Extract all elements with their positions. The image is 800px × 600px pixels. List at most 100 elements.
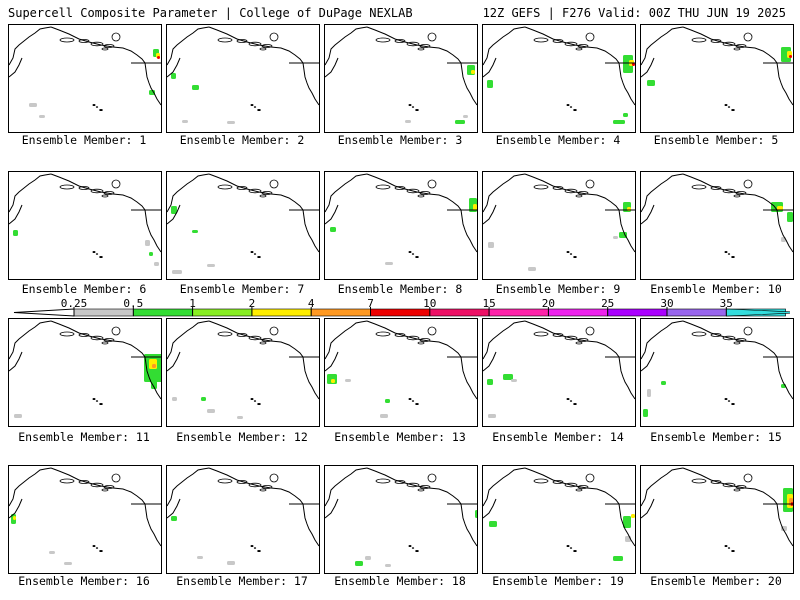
island bbox=[103, 338, 115, 342]
island bbox=[90, 41, 104, 47]
coastline bbox=[208, 320, 319, 400]
coastline bbox=[524, 467, 635, 547]
map-panel bbox=[166, 465, 320, 574]
ensemble-member-label: Ensemble Member: 11 bbox=[18, 430, 150, 444]
scp-contour bbox=[385, 262, 393, 265]
island bbox=[99, 256, 103, 258]
legend-swatch bbox=[370, 308, 431, 317]
coastline bbox=[483, 467, 526, 507]
island bbox=[710, 333, 722, 337]
coastline bbox=[167, 467, 210, 507]
scp-contour bbox=[473, 204, 477, 210]
island bbox=[257, 550, 261, 552]
island bbox=[375, 184, 391, 190]
island bbox=[419, 338, 431, 342]
island bbox=[691, 37, 707, 43]
map-image bbox=[167, 26, 319, 124]
map-title: Supercell Composite Parameter | College … bbox=[8, 6, 413, 20]
map-image bbox=[9, 467, 161, 565]
coastline bbox=[208, 173, 319, 253]
ensemble-member-label: Ensemble Member: 5 bbox=[653, 133, 779, 147]
island bbox=[111, 473, 121, 483]
legend-swatch bbox=[73, 308, 134, 317]
coastline bbox=[9, 498, 23, 519]
island bbox=[236, 186, 248, 190]
coastline bbox=[641, 26, 684, 66]
island bbox=[406, 41, 420, 47]
island bbox=[564, 335, 578, 341]
scp-contour bbox=[623, 55, 633, 73]
scp-contour bbox=[171, 516, 177, 521]
island bbox=[78, 186, 90, 190]
scp-contour bbox=[227, 121, 235, 124]
island bbox=[248, 335, 262, 341]
island bbox=[722, 188, 736, 194]
island bbox=[533, 331, 549, 337]
scp-contour bbox=[613, 556, 623, 561]
coastline bbox=[50, 173, 161, 253]
map-image bbox=[167, 467, 319, 565]
island bbox=[731, 109, 735, 111]
scp-contour bbox=[157, 56, 160, 59]
legend-tick-label: 25 bbox=[601, 298, 614, 310]
legend-tick-label: 4 bbox=[308, 298, 315, 310]
island bbox=[415, 109, 419, 111]
ensemble-member-label: Ensemble Member: 8 bbox=[337, 282, 463, 296]
coastline bbox=[366, 467, 477, 547]
coastline bbox=[325, 57, 339, 78]
island bbox=[394, 186, 406, 190]
coastline bbox=[9, 57, 23, 78]
ensemble-member-label: Ensemble Member: 4 bbox=[495, 133, 621, 147]
island bbox=[253, 400, 257, 402]
island bbox=[577, 44, 589, 48]
island bbox=[92, 251, 96, 253]
ensemble-member-label: Ensemble Member: 13 bbox=[334, 430, 466, 444]
coastline bbox=[483, 26, 526, 66]
map-image bbox=[325, 320, 477, 418]
coastline bbox=[167, 57, 181, 78]
coastline bbox=[325, 320, 368, 360]
island bbox=[552, 480, 564, 484]
scp-contour bbox=[345, 379, 351, 382]
island bbox=[577, 485, 589, 489]
island bbox=[552, 39, 564, 43]
map-panel bbox=[324, 465, 478, 574]
island bbox=[408, 251, 412, 253]
scp-contour bbox=[643, 409, 648, 417]
island bbox=[585, 32, 595, 42]
ensemble-member-label: Ensemble Member: 3 bbox=[337, 133, 463, 147]
coastline bbox=[483, 57, 497, 78]
island bbox=[78, 333, 90, 337]
coastline bbox=[366, 320, 477, 400]
island bbox=[250, 545, 254, 547]
island bbox=[691, 478, 707, 484]
coastline bbox=[325, 173, 368, 213]
map-panel bbox=[640, 318, 794, 427]
island bbox=[566, 104, 570, 106]
ensemble-member-label: Ensemble Member: 19 bbox=[492, 574, 624, 588]
coastline bbox=[641, 57, 655, 78]
map-image bbox=[167, 320, 319, 419]
island bbox=[731, 550, 735, 552]
island bbox=[217, 478, 233, 484]
map-image bbox=[641, 173, 793, 258]
island bbox=[217, 331, 233, 337]
ensemble-member-label: Ensemble Member: 9 bbox=[495, 282, 621, 296]
island bbox=[269, 326, 279, 336]
scp-contour bbox=[528, 267, 536, 271]
island bbox=[735, 191, 747, 195]
island bbox=[552, 186, 564, 190]
map-panel bbox=[482, 171, 636, 280]
coastline bbox=[641, 498, 655, 519]
legend-tick-label: 10 bbox=[423, 298, 436, 310]
island bbox=[257, 403, 261, 405]
map-panel bbox=[482, 24, 636, 133]
island bbox=[573, 550, 577, 552]
coastline bbox=[366, 26, 477, 106]
island bbox=[103, 44, 115, 48]
legend-swatch bbox=[133, 308, 193, 317]
scp-contour bbox=[207, 264, 215, 267]
map-panel bbox=[8, 465, 162, 574]
island bbox=[95, 253, 99, 255]
island bbox=[261, 191, 273, 195]
